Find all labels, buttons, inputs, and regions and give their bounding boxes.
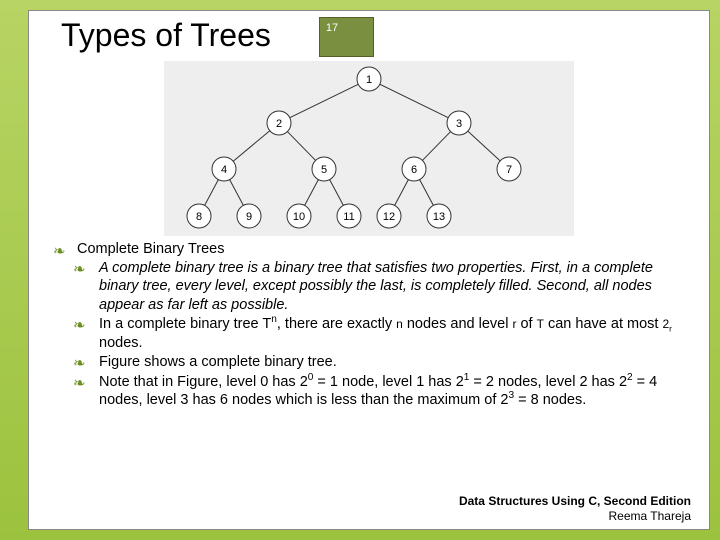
svg-text:13: 13 bbox=[433, 211, 445, 223]
page-number-badge: 17 bbox=[319, 17, 374, 57]
bullet-4: Note that in Figure, level 0 has 20 = 1 … bbox=[71, 373, 691, 410]
section-heading: Complete Binary Trees bbox=[53, 240, 691, 259]
slide-title: Types of Trees bbox=[61, 17, 271, 54]
svg-text:12: 12 bbox=[383, 211, 395, 223]
svg-text:1: 1 bbox=[366, 74, 372, 86]
bullet-2: In a complete binary tree Tn, there are … bbox=[71, 315, 691, 352]
content-area: Complete Binary Trees A complete binary … bbox=[29, 236, 709, 410]
footer: Data Structures Using C, Second Edition … bbox=[459, 494, 691, 523]
svg-text:6: 6 bbox=[411, 164, 417, 176]
svg-text:10: 10 bbox=[293, 211, 305, 223]
bullet-3: Figure shows a complete binary tree. bbox=[71, 353, 691, 372]
svg-text:7: 7 bbox=[506, 164, 512, 176]
title-row: Types of Trees 17 bbox=[29, 11, 709, 57]
footer-title: Data Structures Using C, Second Edition bbox=[459, 494, 691, 508]
svg-text:8: 8 bbox=[196, 211, 202, 223]
svg-text:11: 11 bbox=[343, 211, 354, 223]
bullet-1: A complete binary tree is a binary tree … bbox=[71, 259, 691, 315]
svg-text:9: 9 bbox=[246, 211, 252, 223]
tree-diagram: 12345678910111213 bbox=[164, 61, 574, 236]
footer-author: Reema Thareja bbox=[459, 509, 691, 523]
svg-text:4: 4 bbox=[221, 164, 227, 176]
svg-text:2: 2 bbox=[276, 118, 282, 130]
svg-text:3: 3 bbox=[456, 118, 462, 130]
slide-inner: Types of Trees 17 12345678910111213 Comp… bbox=[28, 10, 710, 530]
svg-text:5: 5 bbox=[321, 164, 327, 176]
